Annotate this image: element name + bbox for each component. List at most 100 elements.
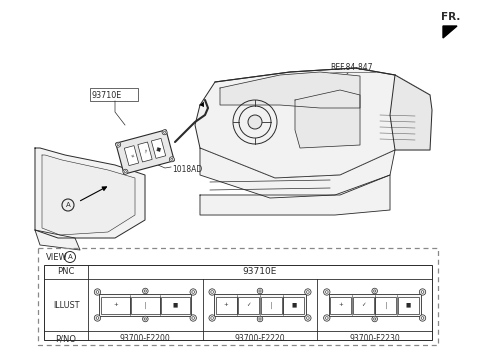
Circle shape	[259, 290, 261, 292]
Circle shape	[421, 317, 424, 319]
Circle shape	[94, 289, 101, 295]
Text: +: +	[129, 153, 134, 158]
Circle shape	[144, 290, 146, 292]
Circle shape	[96, 317, 99, 319]
Circle shape	[420, 289, 426, 295]
Circle shape	[116, 142, 120, 147]
Circle shape	[192, 317, 194, 319]
Bar	[329, 294, 420, 316]
Text: +: +	[224, 303, 228, 307]
Bar	[38, 248, 438, 345]
Bar	[238, 297, 259, 313]
Bar	[283, 297, 304, 313]
Circle shape	[144, 318, 146, 320]
Bar	[131, 297, 160, 313]
Text: A: A	[68, 254, 72, 260]
Bar	[214, 294, 306, 316]
Polygon shape	[35, 148, 145, 238]
Circle shape	[421, 291, 424, 293]
Circle shape	[190, 315, 196, 321]
Text: ■: ■	[406, 303, 411, 307]
Circle shape	[324, 289, 330, 295]
Circle shape	[257, 288, 263, 294]
Text: ■: ■	[156, 145, 161, 151]
Circle shape	[209, 315, 216, 321]
Polygon shape	[195, 68, 430, 178]
Circle shape	[259, 318, 261, 320]
Text: REF.84-847: REF.84-847	[330, 63, 372, 72]
Circle shape	[373, 290, 376, 292]
Circle shape	[211, 317, 214, 319]
Bar	[90, 88, 138, 101]
Circle shape	[305, 315, 311, 321]
Polygon shape	[220, 72, 360, 108]
Polygon shape	[200, 175, 390, 215]
Text: FR.: FR.	[441, 12, 460, 22]
Circle shape	[169, 157, 174, 162]
Text: ■: ■	[291, 303, 297, 307]
Text: VIEW: VIEW	[46, 253, 68, 262]
Bar	[101, 297, 130, 313]
Circle shape	[420, 315, 426, 321]
Circle shape	[248, 115, 262, 129]
Circle shape	[211, 291, 214, 293]
Circle shape	[124, 171, 126, 173]
Text: 93710E: 93710E	[92, 91, 122, 100]
Text: 93700-F2220: 93700-F2220	[235, 334, 285, 343]
Bar	[161, 297, 190, 313]
Text: │: │	[270, 301, 273, 309]
Polygon shape	[116, 130, 174, 174]
Polygon shape	[138, 142, 152, 162]
Circle shape	[164, 131, 166, 133]
Circle shape	[372, 288, 377, 294]
Bar	[330, 297, 351, 313]
Text: ✓: ✓	[246, 303, 251, 307]
Bar	[99, 294, 191, 316]
Circle shape	[325, 317, 328, 319]
Bar	[216, 297, 237, 313]
Bar	[375, 297, 396, 313]
Circle shape	[143, 316, 148, 322]
Polygon shape	[295, 90, 360, 148]
Text: │: │	[384, 301, 387, 309]
Circle shape	[372, 316, 377, 322]
Text: ILLUST: ILLUST	[53, 300, 79, 310]
Text: 93710E: 93710E	[243, 268, 277, 276]
Polygon shape	[443, 26, 457, 38]
Text: ↑: ↑	[143, 149, 148, 155]
Text: P/NO: P/NO	[56, 334, 76, 343]
Circle shape	[171, 158, 173, 160]
Circle shape	[307, 291, 309, 293]
Text: +: +	[338, 303, 343, 307]
Circle shape	[190, 289, 196, 295]
Text: A: A	[66, 202, 71, 208]
Circle shape	[373, 318, 376, 320]
Circle shape	[96, 291, 99, 293]
Polygon shape	[42, 155, 135, 235]
Text: ✓: ✓	[361, 303, 366, 307]
Text: 93700-F2230: 93700-F2230	[349, 334, 400, 343]
Circle shape	[94, 315, 101, 321]
Circle shape	[209, 289, 216, 295]
Text: PNC: PNC	[57, 268, 75, 276]
Text: 1018AD: 1018AD	[172, 165, 202, 174]
Circle shape	[123, 169, 128, 174]
Text: │: │	[144, 301, 147, 309]
Circle shape	[257, 316, 263, 322]
Circle shape	[143, 288, 148, 294]
Text: 93700-F2200: 93700-F2200	[120, 334, 171, 343]
Polygon shape	[35, 230, 80, 250]
Circle shape	[325, 291, 328, 293]
Bar	[261, 297, 282, 313]
Bar	[353, 297, 374, 313]
Circle shape	[192, 291, 194, 293]
Circle shape	[305, 289, 311, 295]
Polygon shape	[390, 75, 432, 150]
Bar	[44, 265, 432, 340]
Polygon shape	[151, 138, 166, 158]
Polygon shape	[200, 148, 395, 198]
Circle shape	[117, 144, 119, 146]
Text: +: +	[113, 303, 118, 307]
Bar	[398, 297, 419, 313]
Text: ■: ■	[173, 303, 178, 307]
